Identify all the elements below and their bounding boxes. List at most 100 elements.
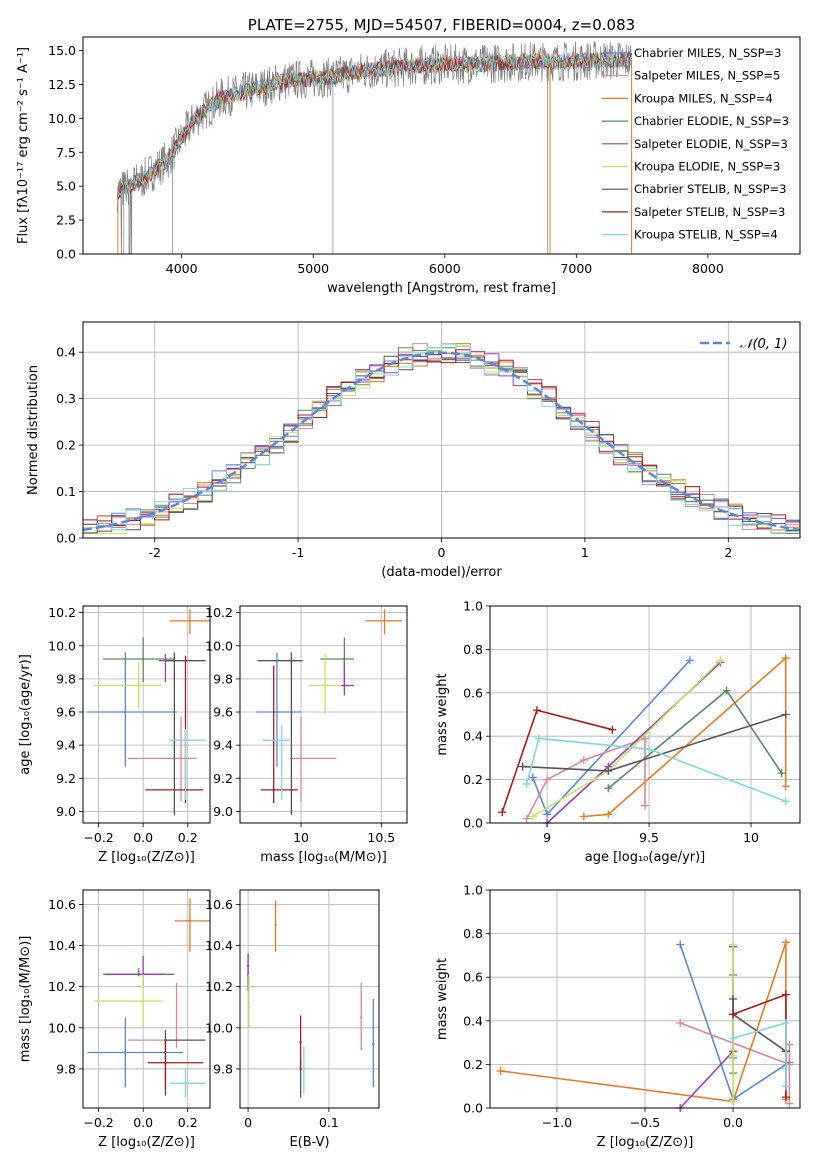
observed-spectrum-line xyxy=(116,41,632,254)
weight-marker-s_stelib xyxy=(781,1093,790,1102)
point-k_stelib xyxy=(184,1082,187,1085)
point-k_elodie xyxy=(141,999,145,1003)
point-c_elodie xyxy=(141,657,145,661)
x-tick-label: 0.0 xyxy=(133,1115,153,1130)
weight-line-s_miles xyxy=(679,1022,791,1104)
weight-marker-s_miles xyxy=(579,756,588,765)
x-tick-label: 5000 xyxy=(297,261,329,276)
weight-marker-s_stelib xyxy=(608,725,617,734)
point-s_elodie xyxy=(246,964,250,968)
y-tick-label: 0.0 xyxy=(463,816,483,831)
weight-marker-s_miles xyxy=(785,1060,794,1069)
y-axis-label: Normed distribution xyxy=(26,365,41,495)
y-tick-label: 9.0 xyxy=(56,804,76,819)
y-tick-label: 1.0 xyxy=(463,599,483,614)
weight-marker-k_miles xyxy=(781,782,790,791)
x-tick-label: 9 xyxy=(543,830,551,845)
point-k_miles xyxy=(188,919,192,923)
plot-area xyxy=(496,938,794,1112)
point-s_stelib xyxy=(299,1040,302,1044)
y-tick-label: 0.2 xyxy=(463,1057,483,1072)
panel-weight_vs_Z: −1.0 −0.5 0.0 0.0 0.2 0.4 0.6 0.8 1.0 Z [log₁₀(Z/… xyxy=(435,883,801,1150)
weight-marker-k_elodie xyxy=(528,812,537,821)
y-tick-label: 10.4 xyxy=(48,938,76,953)
weight-marker-k_stelib xyxy=(729,1034,738,1043)
y-tick-label: 15.0 xyxy=(48,43,76,58)
point-k_miles xyxy=(274,923,277,927)
axes-frame xyxy=(82,605,211,824)
y-tick-label: 0.4 xyxy=(463,1013,483,1028)
weight-line-k_miles xyxy=(583,656,787,818)
weight-line-c_miles xyxy=(532,659,691,816)
weight-marker-s_miles xyxy=(641,801,649,810)
y-axis-label: Flux [fλ10⁻¹⁷ erg cm⁻² s⁻¹ A⁻¹] xyxy=(16,47,31,244)
weight-marker-k_stelib xyxy=(781,1082,790,1091)
spectrum-lines xyxy=(116,41,633,254)
y-tick-label: 9.8 xyxy=(56,1061,76,1076)
weight-marker-c_elodie xyxy=(722,686,731,695)
x-axis-label: Z [log₁₀(Z/Z⊙)] xyxy=(597,1135,694,1150)
y-tick-label: 0.6 xyxy=(463,685,483,700)
weight-marker-c_stelib xyxy=(781,710,790,719)
x-tick-label: 0 xyxy=(438,545,446,560)
x-tick-label: 0.2 xyxy=(178,1115,198,1130)
x-tick-label: 10.5 xyxy=(367,830,395,845)
weight-marker-c_elodie xyxy=(777,769,786,778)
point-k_elodie xyxy=(137,684,140,687)
y-tick-label: 5.0 xyxy=(56,179,76,194)
y-tick-label: 0.6 xyxy=(463,970,483,985)
legend: Chabrier MILES, N_SSP=3 Salpeter MILES, N… xyxy=(602,46,789,242)
x-tick-label: 8000 xyxy=(692,261,724,276)
axes-frame xyxy=(82,889,211,1109)
point-k_miles xyxy=(383,619,386,623)
weight-marker-k_miles xyxy=(604,810,613,819)
y-tick-label: 0.8 xyxy=(463,926,483,941)
y-tick-label: 10.4 xyxy=(205,938,233,953)
x-tick-label: 9.5 xyxy=(639,830,659,845)
panel-spectrum: 4000 5000 6000 7000 8000 0.0 2.5 5.0 7.5 10.0 12.5… xyxy=(16,16,801,296)
y-tick-label: 9.8 xyxy=(56,671,76,686)
point-k_stelib xyxy=(302,1067,306,1071)
y-tick-label: 0.2 xyxy=(463,772,483,787)
weight-marker-k_stelib xyxy=(522,779,531,788)
histogram-s_stelib xyxy=(83,349,800,530)
x-tick-label: -2 xyxy=(148,545,160,560)
weight-marker-c_miles xyxy=(528,773,537,782)
x-tick-label: −0.5 xyxy=(630,1115,660,1130)
y-tick-label: 10.2 xyxy=(205,979,233,994)
x-tick-label: 0.1 xyxy=(319,1115,339,1130)
grid xyxy=(240,890,379,1108)
x-tick-label: 10 xyxy=(743,830,759,845)
weight-marker-s_stelib xyxy=(781,990,790,999)
point-s_stelib xyxy=(164,1061,167,1064)
weight-marker-c_stelib xyxy=(518,762,527,771)
y-tick-label: 10.0 xyxy=(48,111,76,126)
point-k_elodie xyxy=(323,684,327,687)
weight-marker-c_miles xyxy=(543,810,552,819)
y-axis-label: age [log₁₀(age/yr)] xyxy=(18,654,33,775)
plot-area xyxy=(116,41,633,254)
point-c_stelib xyxy=(290,659,293,662)
weight-marker-k_miles xyxy=(781,654,790,663)
weight-marker-s_miles xyxy=(543,775,552,784)
y-tick-label: 10.0 xyxy=(205,1020,233,1035)
x-axis-label: Z [log₁₀(Z/Z⊙)] xyxy=(98,1135,195,1150)
x-axis-label: (data-model)/error xyxy=(381,565,502,580)
x-tick-label: 2 xyxy=(724,545,732,560)
x-tick-label: 10 xyxy=(293,830,309,845)
weight-marker-k_stelib xyxy=(781,1018,790,1027)
weight-marker-s_stelib xyxy=(498,808,507,817)
point-c_miles xyxy=(124,1051,127,1054)
plot-area xyxy=(87,898,210,1098)
x-axis-label: E(B-V) xyxy=(289,1135,329,1150)
y-tick-label: 0.1 xyxy=(56,484,76,499)
y-tick-label: 0.8 xyxy=(463,642,483,657)
y-tick-label: 9.2 xyxy=(213,771,233,786)
weight-marker-k_elodie xyxy=(729,1097,738,1106)
x-tick-label: −1.0 xyxy=(542,1115,572,1130)
point-k_stelib xyxy=(280,738,283,742)
weight-marker-k_miles xyxy=(579,812,588,821)
panel-residuals: -2 -1 0 1 2 0.0 0.1 0.2 0.3 0.4 (data-model)/error… xyxy=(26,321,801,580)
weight-marker-s_miles xyxy=(785,1099,794,1108)
x-axis-label: age [log₁₀(age/yr)] xyxy=(585,850,706,865)
